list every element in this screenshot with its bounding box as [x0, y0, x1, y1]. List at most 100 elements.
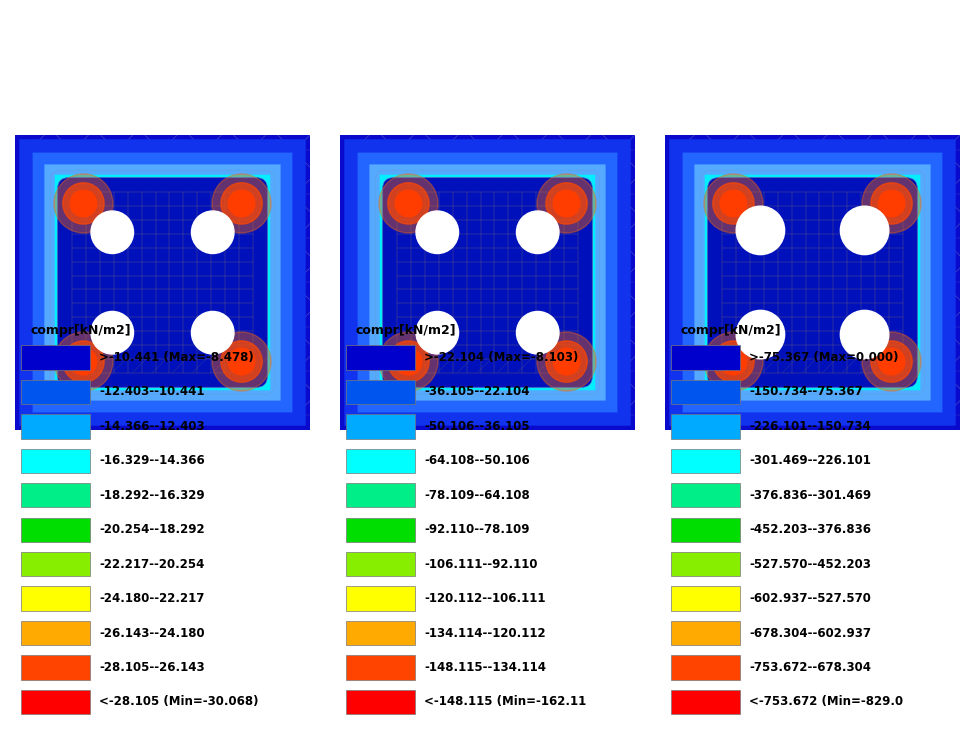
Text: -50.106--36.105: -50.106--36.105 — [424, 420, 530, 433]
FancyBboxPatch shape — [721, 191, 904, 374]
Circle shape — [871, 183, 913, 224]
Circle shape — [54, 332, 113, 391]
Text: -678.304--602.937: -678.304--602.937 — [750, 626, 872, 639]
Text: -226.101--150.734: -226.101--150.734 — [750, 420, 872, 433]
Circle shape — [546, 183, 587, 224]
Text: -602.937--527.570: -602.937--527.570 — [750, 592, 872, 605]
FancyBboxPatch shape — [20, 346, 90, 370]
FancyBboxPatch shape — [396, 191, 579, 374]
Circle shape — [871, 341, 913, 382]
Text: -18.292--16.329: -18.292--16.329 — [99, 488, 205, 502]
Circle shape — [54, 174, 113, 233]
Text: -20.254--18.292: -20.254--18.292 — [99, 523, 205, 537]
FancyBboxPatch shape — [20, 655, 90, 679]
FancyBboxPatch shape — [86, 206, 239, 359]
FancyBboxPatch shape — [370, 165, 605, 401]
FancyBboxPatch shape — [671, 346, 740, 370]
FancyBboxPatch shape — [20, 621, 90, 645]
FancyBboxPatch shape — [671, 448, 740, 473]
Circle shape — [713, 341, 754, 382]
Text: <-148.115 (Min=-162.11: <-148.115 (Min=-162.11 — [424, 695, 587, 709]
Circle shape — [228, 348, 254, 375]
FancyBboxPatch shape — [345, 346, 415, 370]
Circle shape — [553, 190, 580, 217]
FancyBboxPatch shape — [671, 586, 740, 611]
Text: -28.105--26.143: -28.105--26.143 — [99, 661, 205, 674]
Text: -753.672--678.304: -753.672--678.304 — [750, 661, 872, 674]
FancyBboxPatch shape — [671, 655, 740, 679]
FancyBboxPatch shape — [728, 198, 897, 367]
Circle shape — [862, 174, 921, 233]
FancyBboxPatch shape — [671, 518, 740, 542]
FancyBboxPatch shape — [55, 175, 270, 390]
FancyBboxPatch shape — [345, 655, 415, 679]
Circle shape — [62, 341, 104, 382]
Circle shape — [537, 174, 596, 233]
Text: <-28.105 (Min=-30.068): <-28.105 (Min=-30.068) — [99, 695, 259, 709]
Circle shape — [388, 183, 429, 224]
FancyBboxPatch shape — [20, 414, 90, 439]
Circle shape — [704, 174, 763, 233]
Circle shape — [91, 311, 134, 354]
Text: -527.570--452.203: -527.570--452.203 — [750, 558, 872, 571]
Circle shape — [395, 190, 422, 217]
FancyBboxPatch shape — [20, 518, 90, 542]
Text: -92.110--78.109: -92.110--78.109 — [424, 523, 530, 537]
Text: -120.112--106.111: -120.112--106.111 — [424, 592, 546, 605]
Circle shape — [212, 174, 271, 233]
Circle shape — [878, 190, 905, 217]
Circle shape — [736, 311, 785, 359]
Text: -36.105--22.104: -36.105--22.104 — [424, 386, 530, 399]
Circle shape — [416, 311, 458, 354]
FancyBboxPatch shape — [358, 152, 617, 413]
FancyBboxPatch shape — [345, 448, 415, 473]
FancyBboxPatch shape — [32, 152, 292, 413]
Circle shape — [191, 211, 234, 254]
Circle shape — [191, 311, 234, 354]
FancyBboxPatch shape — [671, 483, 740, 507]
Text: -150.734--75.367: -150.734--75.367 — [750, 386, 863, 399]
FancyBboxPatch shape — [671, 552, 740, 577]
Text: compr[kN/m2]: compr[kN/m2] — [30, 324, 131, 337]
FancyBboxPatch shape — [63, 184, 261, 381]
Text: >-22.104 (Max=-8.103): >-22.104 (Max=-8.103) — [424, 351, 579, 364]
Circle shape — [517, 311, 559, 354]
Circle shape — [517, 211, 559, 254]
Circle shape — [221, 341, 262, 382]
FancyBboxPatch shape — [671, 690, 740, 714]
Text: -64.108--50.106: -64.108--50.106 — [424, 454, 530, 467]
Text: -148.115--134.114: -148.115--134.114 — [424, 661, 546, 674]
Text: -106.111--92.110: -106.111--92.110 — [424, 558, 538, 571]
Text: <-753.672 (Min=-829.0: <-753.672 (Min=-829.0 — [750, 695, 904, 709]
FancyBboxPatch shape — [736, 206, 889, 359]
FancyBboxPatch shape — [410, 206, 565, 359]
Circle shape — [388, 341, 429, 382]
Text: -134.114--120.112: -134.114--120.112 — [424, 626, 546, 639]
FancyBboxPatch shape — [20, 448, 90, 473]
Circle shape — [228, 190, 254, 217]
FancyBboxPatch shape — [389, 184, 586, 381]
Circle shape — [212, 332, 271, 391]
FancyBboxPatch shape — [345, 380, 415, 404]
FancyBboxPatch shape — [383, 178, 592, 387]
Circle shape — [395, 348, 422, 375]
FancyBboxPatch shape — [345, 414, 415, 439]
Circle shape — [713, 183, 754, 224]
Circle shape — [721, 348, 747, 375]
Circle shape — [878, 348, 905, 375]
Text: -14.366--12.403: -14.366--12.403 — [99, 420, 205, 433]
FancyBboxPatch shape — [344, 139, 631, 426]
Circle shape — [704, 332, 763, 391]
FancyBboxPatch shape — [71, 191, 254, 374]
FancyBboxPatch shape — [708, 178, 917, 387]
FancyBboxPatch shape — [58, 178, 267, 387]
FancyBboxPatch shape — [45, 165, 281, 401]
Text: -78.109--64.108: -78.109--64.108 — [424, 488, 530, 502]
Circle shape — [62, 183, 104, 224]
Text: -12.403--10.441: -12.403--10.441 — [99, 386, 205, 399]
FancyBboxPatch shape — [404, 198, 571, 367]
FancyBboxPatch shape — [20, 552, 90, 577]
FancyBboxPatch shape — [671, 380, 740, 404]
Circle shape — [840, 206, 889, 254]
Circle shape — [70, 190, 97, 217]
